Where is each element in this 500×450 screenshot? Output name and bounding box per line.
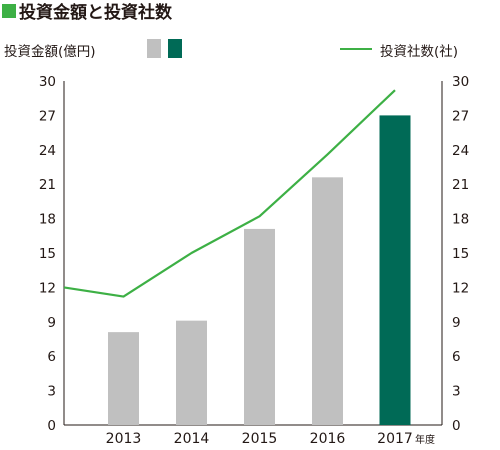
left-y-tick-label-7: 21 [39, 177, 56, 193]
right-y-tick-label-2: 6 [452, 349, 461, 365]
x-tick-label-2013: 2013 [106, 431, 142, 447]
x-tick-label-2014: 2014 [174, 431, 210, 447]
chart-title: 投資金額と投資社数 [19, 2, 173, 23]
left-y-tick-label-9: 27 [39, 108, 56, 124]
legend-bar-swatch-dark [168, 39, 182, 58]
left-y-tick-label-3: 9 [47, 315, 56, 331]
right-y-tick-label-9: 27 [452, 108, 469, 124]
x-tick-label-2016: 2016 [310, 431, 346, 447]
left-y-tick-label-2: 6 [47, 349, 56, 365]
right-y-tick-label-0: 0 [452, 418, 461, 434]
right-y-tick-labels: 0 3 6 9 12 15 18 21 24 27 30 [452, 74, 469, 434]
bar-2014 [176, 320, 207, 425]
line-series-points [123, 90, 396, 297]
right-y-tick-label-3: 9 [452, 315, 461, 331]
left-y-tick-label-6: 18 [39, 212, 56, 228]
legend-bar-label: 投資金額(億円) [4, 44, 96, 60]
bar-2015 [244, 228, 275, 425]
x-unit-label: 年度 [415, 433, 435, 446]
right-y-tick-label-6: 18 [452, 212, 469, 228]
left-y-tick-label-4: 12 [39, 280, 56, 296]
left-y-tick-label-5: 15 [39, 246, 56, 262]
line-series-path [63, 89, 396, 298]
x-tick-labels: 2013 2014 2015 2016 2017 年度 [106, 431, 435, 447]
right-y-tick-label-5: 15 [452, 246, 469, 262]
left-y-tick-label-8: 24 [39, 143, 56, 159]
bar-2016 [312, 177, 343, 425]
x-tick-label-2017: 2017 [377, 431, 413, 447]
left-y-tick-labels: 0 3 6 9 12 15 18 21 24 27 30 [39, 74, 56, 434]
legend-bar-swatch-gray [147, 39, 161, 58]
right-y-tick-label-4: 12 [452, 280, 469, 296]
legend-line-label: 投資社数(社) [380, 44, 458, 60]
left-y-tick-label-1: 3 [47, 384, 56, 400]
left-y-tick-label-10: 30 [39, 74, 56, 90]
x-tick-label-2015: 2015 [242, 431, 278, 447]
right-y-tick-label-10: 30 [452, 74, 469, 90]
title-marker-square [2, 4, 16, 18]
right-y-tick-label-8: 24 [452, 143, 469, 159]
right-y-tick-label-7: 21 [452, 177, 469, 193]
bar-series [108, 115, 411, 426]
left-y-tick-label-0: 0 [47, 418, 56, 434]
right-y-tick-label-1: 3 [452, 384, 461, 400]
bar-2013 [108, 332, 139, 425]
bar-2017 [379, 115, 411, 426]
